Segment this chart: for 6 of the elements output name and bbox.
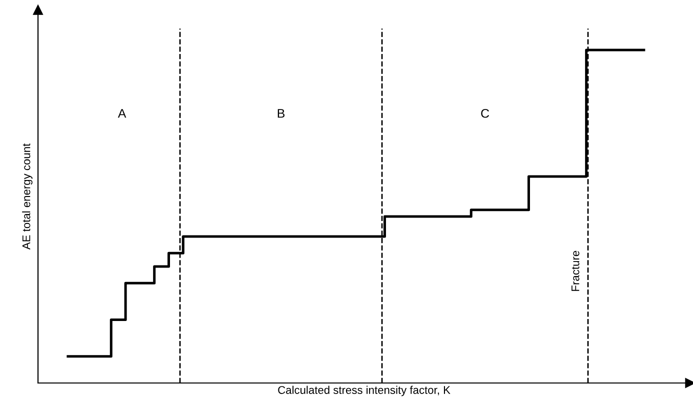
y-axis-title: AE total energy count [22, 143, 32, 250]
x-axis-title: Calculated stress intensity factor, K [278, 386, 450, 396]
annotation: B [278, 109, 285, 118]
annotation: Fracture [572, 250, 580, 291]
annotation: C [481, 108, 490, 118]
annotation: A [118, 109, 126, 118]
